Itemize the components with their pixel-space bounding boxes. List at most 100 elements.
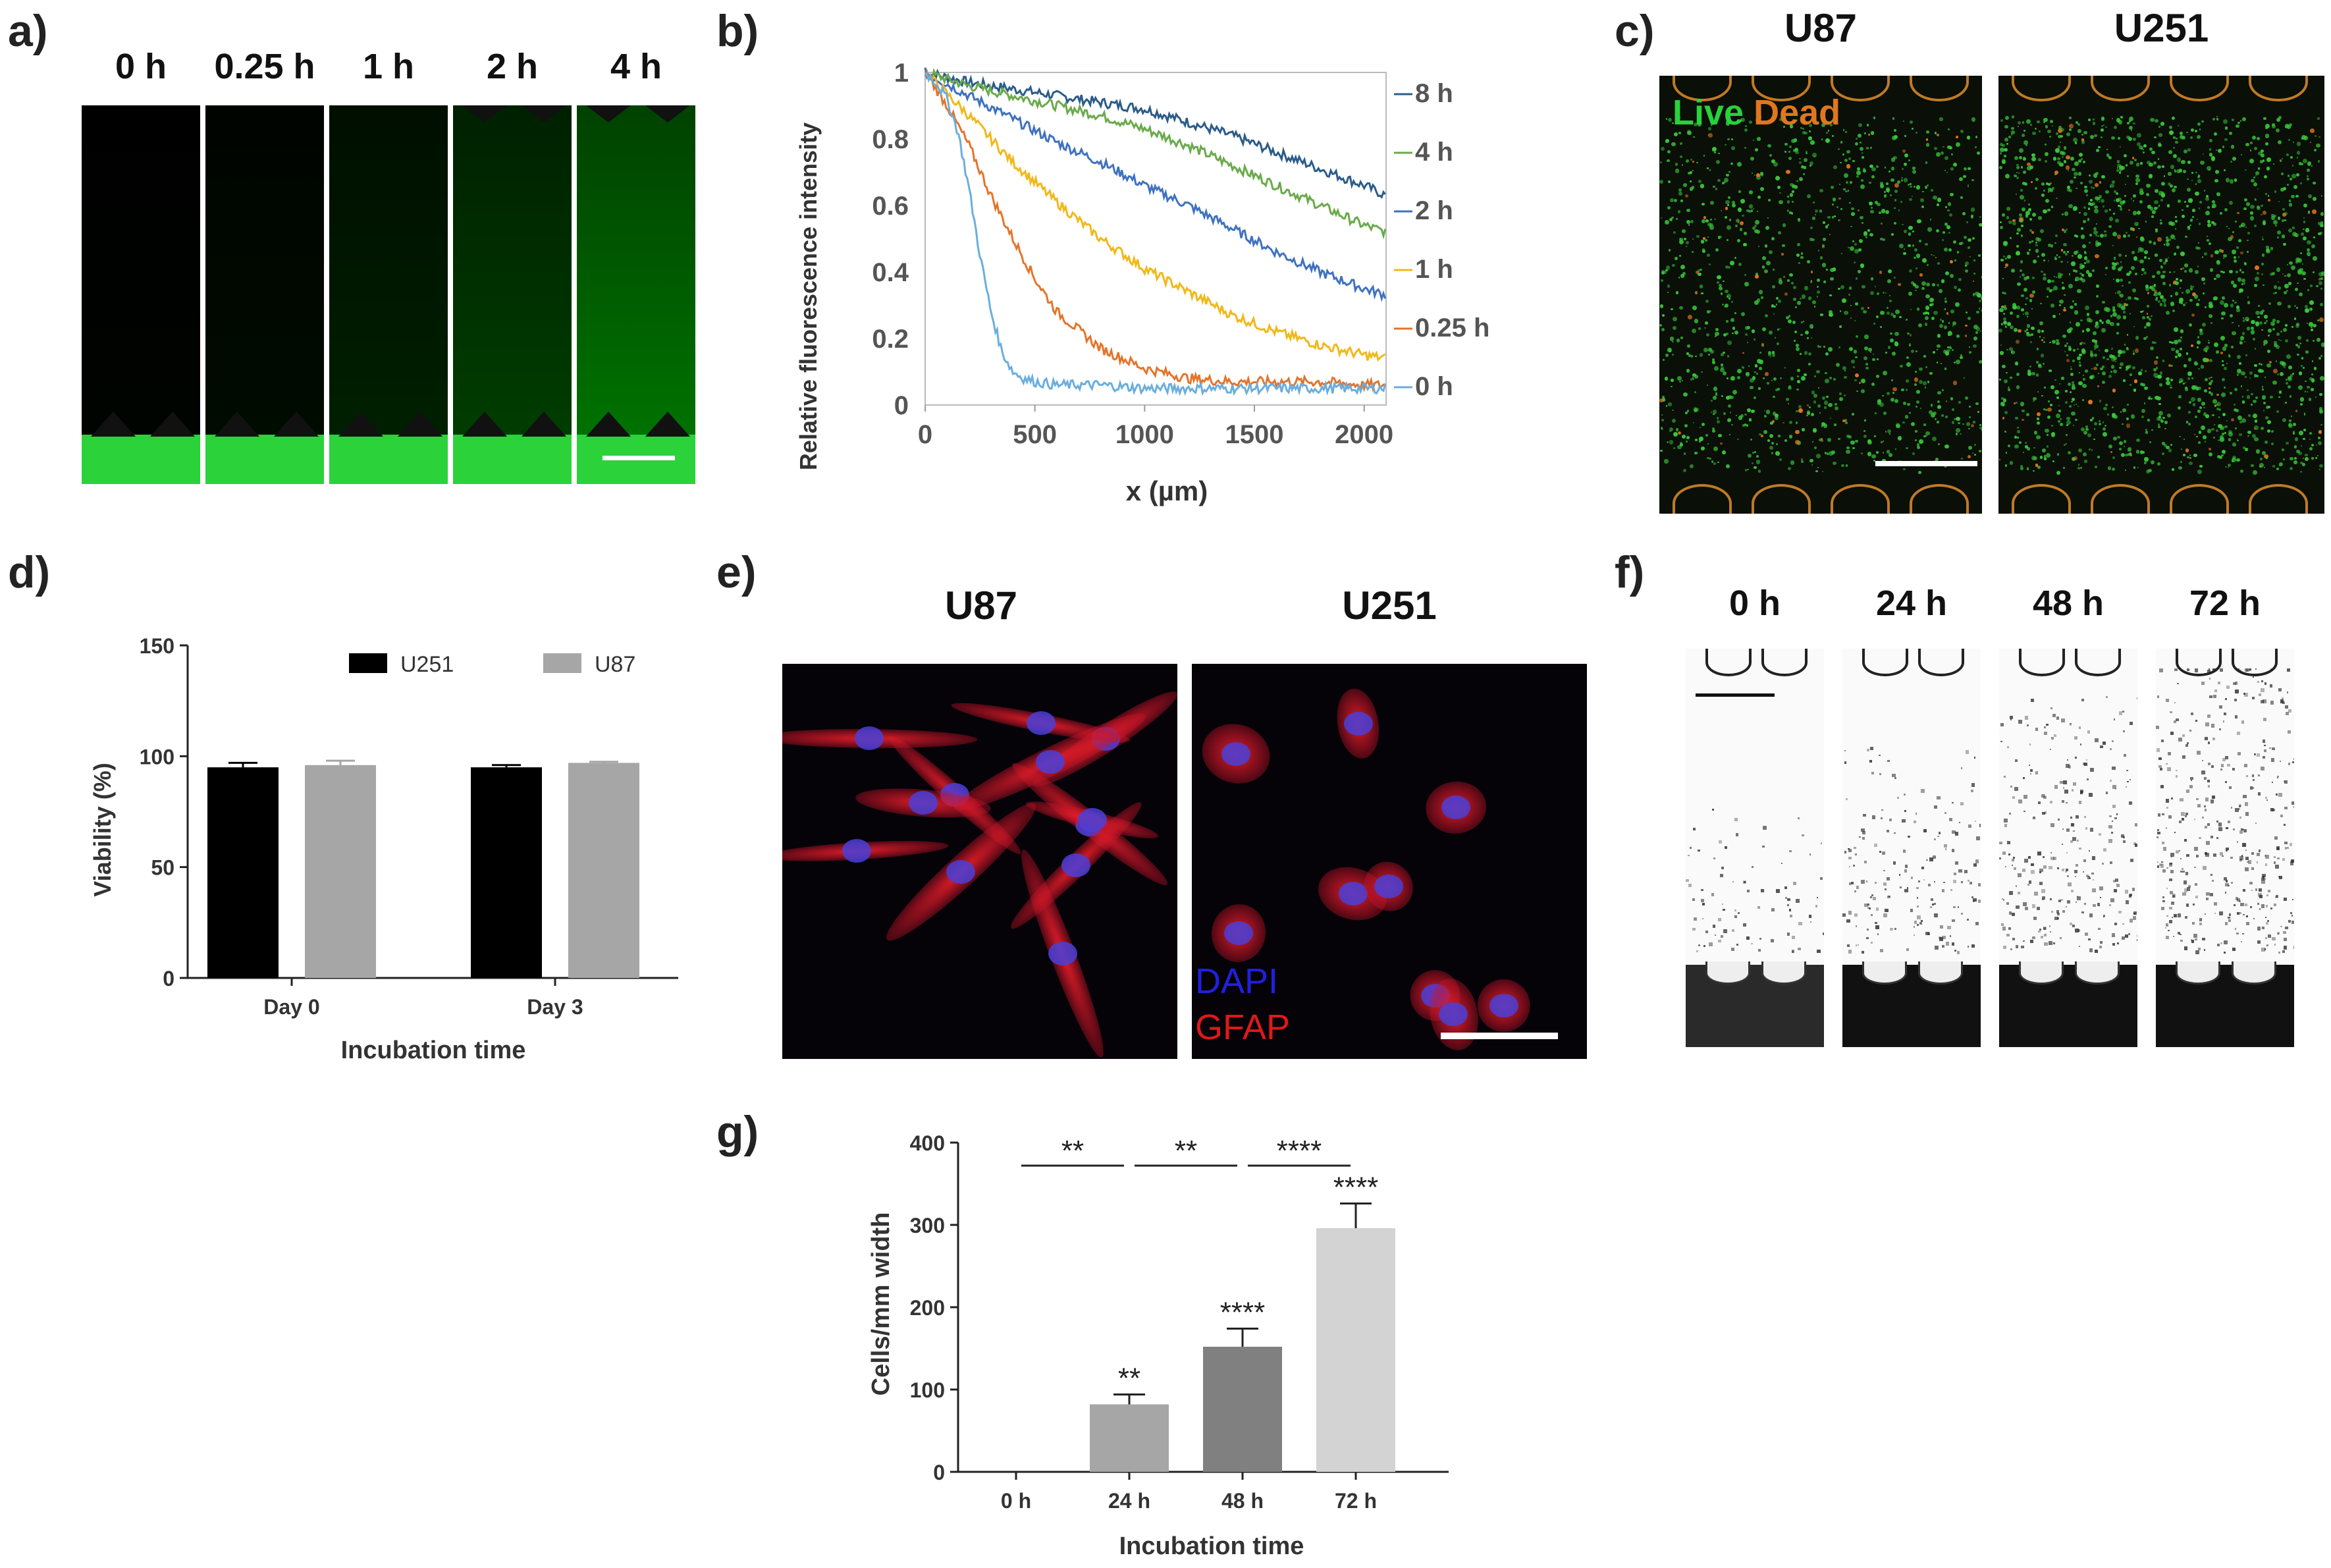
cell-dot xyxy=(2149,240,2153,244)
cell-dot xyxy=(2080,157,2083,160)
cell-dot xyxy=(2234,178,2237,182)
a-post-shape xyxy=(645,412,690,437)
cell-dot xyxy=(2066,828,2070,832)
cell-dot xyxy=(2166,311,2170,315)
g-x-tick-label: 72 h xyxy=(1335,1489,1377,1513)
cell-dot xyxy=(1703,945,1706,948)
cell-dot xyxy=(1756,230,1761,234)
cell-dot xyxy=(2058,383,2061,385)
cell-dot xyxy=(1833,215,1836,218)
cell-dot xyxy=(2270,907,2273,910)
cell-dot xyxy=(2209,358,2213,362)
cell-dot xyxy=(2157,300,2160,303)
cell-dot xyxy=(1675,428,1679,431)
cell-dot xyxy=(2249,377,2251,379)
cell-dot xyxy=(1945,416,1948,418)
cell-dot xyxy=(1882,238,1885,241)
cell-dot xyxy=(2064,790,2068,794)
cell-dot xyxy=(2306,248,2310,252)
cell-dot xyxy=(1896,796,1899,799)
cell-dot xyxy=(2105,404,2108,407)
cell-dot xyxy=(2276,128,2280,132)
d-legend-swatch xyxy=(543,653,581,673)
cell-dot xyxy=(2302,236,2307,241)
cell-dot xyxy=(2049,800,2053,804)
cell-dot xyxy=(2286,354,2291,360)
cell-dot xyxy=(2256,136,2261,141)
cell-dot xyxy=(1890,397,1895,402)
cell-dot xyxy=(1867,440,1872,445)
cell-dot xyxy=(2078,371,2080,374)
cell-dot xyxy=(2054,734,2056,737)
cell-dot xyxy=(2123,234,2127,238)
b-x-tick-label: 2000 xyxy=(1335,420,1393,449)
g-ylabel: Cells/mm width xyxy=(867,1212,895,1396)
cell-dot xyxy=(2118,120,2123,124)
cell-dot xyxy=(2075,929,2079,933)
cell-dot xyxy=(2179,301,2182,304)
cell-dot xyxy=(2180,135,2184,140)
cell-dot xyxy=(2108,904,2111,907)
cell-dot xyxy=(1937,404,1942,410)
cell-dot xyxy=(2130,414,2135,419)
cell-dot xyxy=(2026,466,2029,469)
cell-dot xyxy=(2001,305,2005,309)
cell-dot xyxy=(1911,281,1914,285)
cell-dot xyxy=(2187,148,2191,151)
cell-dot xyxy=(2280,360,2284,365)
cell-dot xyxy=(1978,308,1981,310)
cell-dot xyxy=(2064,211,2069,216)
cell-dot xyxy=(2017,282,2021,286)
cell-dot xyxy=(2309,377,2313,381)
cell-dot xyxy=(1975,136,1978,138)
cell-dot xyxy=(2191,292,2196,297)
cell-dot xyxy=(2110,898,2114,903)
cell-dot xyxy=(1829,418,1831,419)
cell-dot xyxy=(2318,281,2322,286)
cell-dot xyxy=(2203,189,2206,192)
cell-dot xyxy=(2197,346,2199,349)
cell-dot xyxy=(2055,148,2060,153)
cell-dot xyxy=(2197,134,2201,139)
cell-dot xyxy=(2190,779,2192,782)
cell-dot xyxy=(1860,178,1863,182)
cell-dot xyxy=(2301,365,2303,367)
cell-dot xyxy=(2109,186,2112,188)
cell-dot xyxy=(2094,348,2096,350)
cell-dot xyxy=(1779,200,1783,205)
cell-dot xyxy=(2116,314,2122,319)
cell-dot xyxy=(2257,316,2260,319)
cell-dot xyxy=(2029,299,2033,302)
cell-dot xyxy=(1846,149,1850,154)
cell-dot xyxy=(1919,921,1922,925)
cell-dot xyxy=(2003,946,2007,949)
cell-dot xyxy=(1757,210,1759,212)
cell-dot xyxy=(2297,142,2301,146)
cell-dot xyxy=(2228,227,2230,230)
cell-dot xyxy=(1931,317,1935,320)
cell-dot xyxy=(1802,428,1805,431)
cell-dot xyxy=(2072,381,2074,384)
cell-dot xyxy=(2078,159,2082,163)
cell-dot xyxy=(2037,120,2040,124)
g-bar xyxy=(1316,1228,1395,1472)
cell-dot xyxy=(1808,363,1811,366)
cell-dot xyxy=(2241,371,2245,376)
g-xlabel: Incubation time xyxy=(1119,1532,1304,1560)
cell-dot xyxy=(1764,313,1768,317)
cell-dot xyxy=(2253,437,2259,442)
cell-dot xyxy=(1863,419,1867,422)
cell-dot xyxy=(1811,337,1813,339)
cell-dot xyxy=(2268,302,2272,306)
cell-dot xyxy=(2239,830,2243,834)
cell-dot xyxy=(2237,354,2241,359)
cell-dot xyxy=(2180,252,2185,256)
cell-dot xyxy=(2201,256,2204,258)
cell-dot xyxy=(1660,450,1663,452)
cell-dot xyxy=(2042,448,2047,453)
c-post-outline-bottom xyxy=(2091,484,2150,514)
cell-dot xyxy=(2081,341,2084,344)
cell-dot xyxy=(1756,298,1761,302)
cell-dot xyxy=(1810,271,1813,273)
cell-dot xyxy=(2031,863,2034,867)
